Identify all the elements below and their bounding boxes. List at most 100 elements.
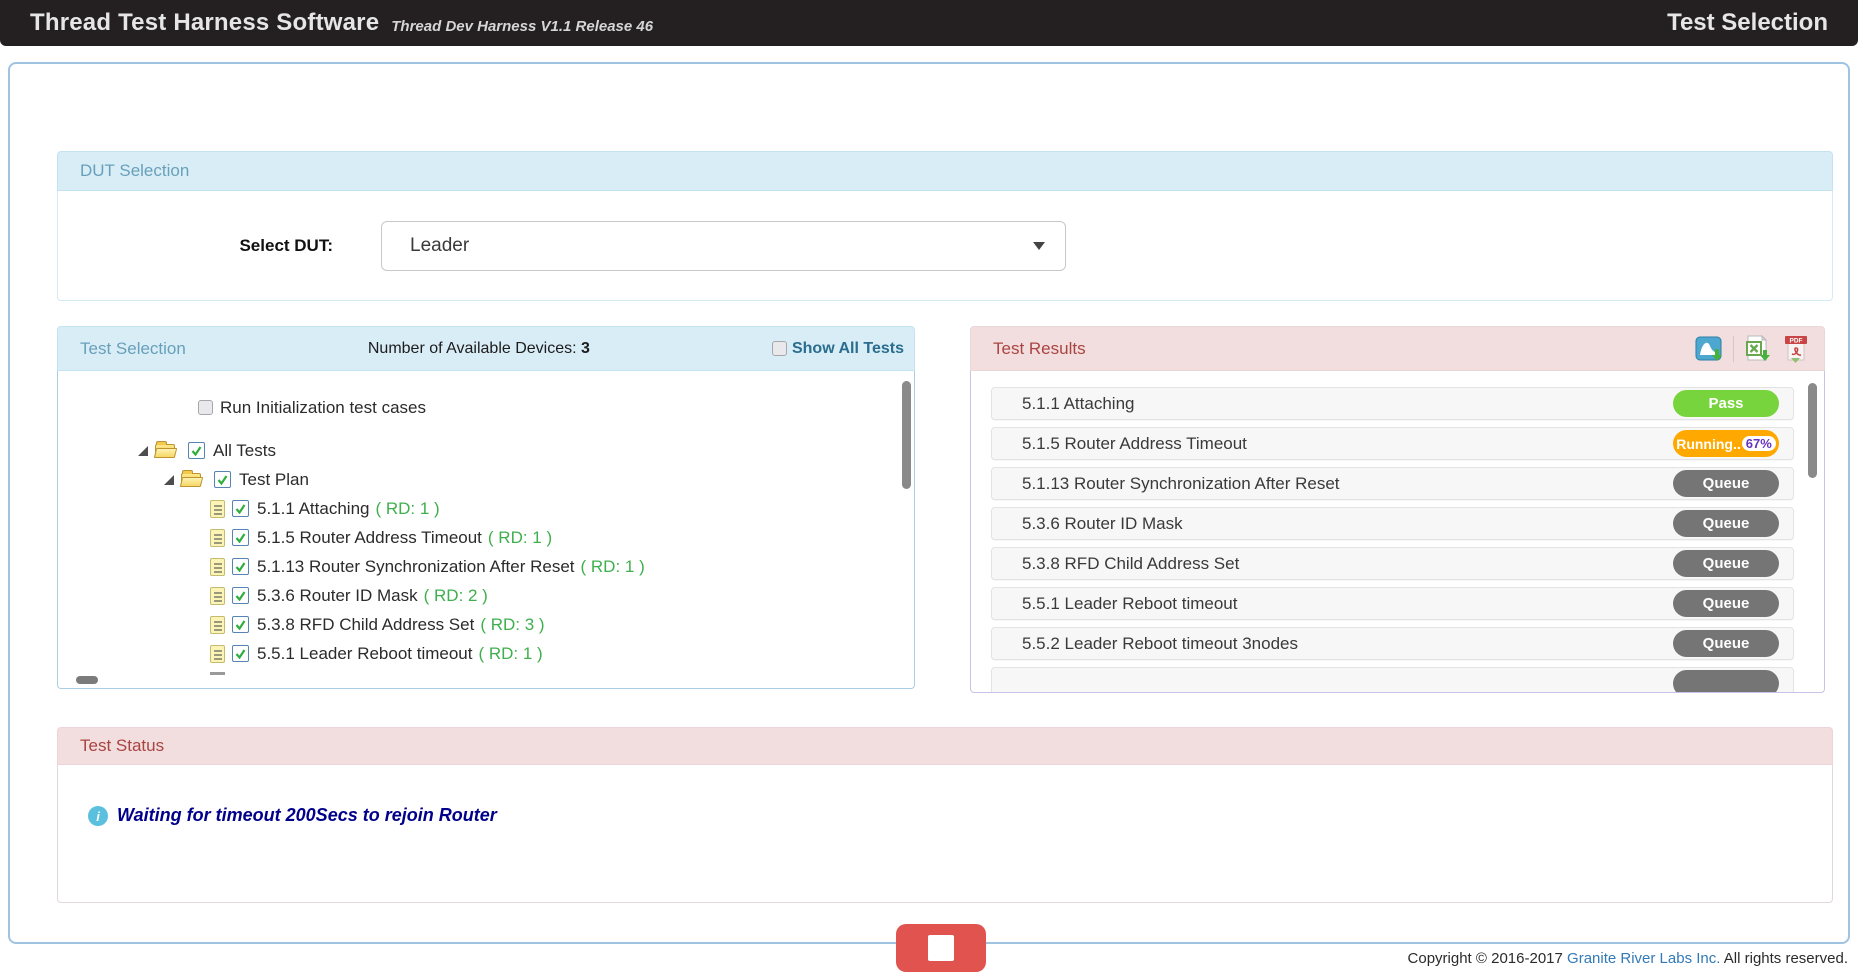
result-test-name: 5.1.5 Router Address Timeout [1022, 433, 1247, 453]
test-status-panel-header: Test Status [57, 727, 1833, 765]
test-status-message: Waiting for timeout 200Secs to rejoin Ro… [117, 805, 497, 825]
app-version: Thread Dev Harness V1.1 Release 46 [391, 17, 654, 35]
test-status-panel: Test Status i Waiting for timeout 200Sec… [57, 727, 1833, 903]
tree-item[interactable]: 5.1.13 Router Synchronization After Rese… [210, 552, 914, 581]
app-header: Thread Test Harness Software Thread Dev … [0, 0, 1858, 46]
result-test-name: 5.1.13 Router Synchronization After Rese… [1022, 473, 1340, 493]
status-badge-queue: Queue [1673, 510, 1779, 537]
toolbar-divider [1733, 335, 1734, 362]
checkbox-unchecked-icon[interactable] [198, 400, 213, 415]
stop-button[interactable] [896, 924, 986, 972]
folder-icon [181, 469, 201, 487]
test-selection-panel-title: Test Selection [80, 338, 186, 358]
results-vertical-scrollbar[interactable] [1808, 383, 1817, 478]
status-badge-partial [1673, 670, 1779, 692]
tree-node-label: All Tests [213, 440, 276, 460]
tree-node-test-plan[interactable]: Test Plan [164, 465, 914, 494]
document-icon [210, 528, 225, 547]
copyright-suffix: All rights reserved. [1720, 950, 1848, 967]
checkbox-checked-icon[interactable] [232, 616, 249, 633]
result-test-name: 5.1.1 Attaching [1022, 393, 1135, 413]
result-test-name: 5.5.2 Leader Reboot timeout 3nodes [1022, 633, 1298, 653]
checkbox-checked-icon[interactable] [232, 645, 249, 662]
document-icon [210, 644, 225, 663]
test-status-panel-body: i Waiting for timeout 200Secs to rejoin … [57, 765, 1833, 903]
dut-select-dropdown[interactable]: Leader [381, 220, 1066, 271]
test-results-toolbar: PDF [1695, 334, 1812, 364]
document-icon [210, 499, 225, 518]
tree-horizontal-scrollbar[interactable] [76, 676, 98, 684]
copyright-prefix: Copyright © 2016-2017 [1407, 950, 1568, 967]
excel-export-icon[interactable] [1742, 334, 1772, 364]
status-badge-running: Running.. 67% [1673, 430, 1779, 457]
dut-selection-panel-title: DUT Selection [80, 161, 190, 180]
test-case-label: 5.1.5 Router Address Timeout [257, 527, 482, 547]
tree-item[interactable]: 5.3.8 RFD Child Address Set( RD: 3 ) [210, 610, 914, 639]
stop-icon [928, 935, 954, 961]
document-icon [210, 615, 225, 634]
result-row[interactable]: 5.3.8 RFD Child Address Set Queue [991, 547, 1794, 580]
test-case-label: 5.5.1 Leader Reboot timeout [257, 643, 473, 663]
result-row[interactable]: 5.5.1 Leader Reboot timeout Queue [991, 587, 1794, 620]
svg-text:PDF: PDF [1790, 337, 1803, 344]
checkbox-checked-icon[interactable] [232, 500, 249, 517]
document-icon [210, 557, 225, 576]
rd-count-label: ( RD: 3 ) [480, 614, 545, 634]
tree-item[interactable]: 5.1.1 Attaching( RD: 1 ) [210, 494, 914, 523]
wireshark-capture-download-icon[interactable] [1695, 334, 1725, 364]
result-row-partial [991, 667, 1794, 692]
progress-percent: 67% [1741, 436, 1776, 451]
result-row[interactable]: 5.1.5 Router Address Timeout Running.. 67% [991, 427, 1794, 460]
status-badge-pass: Pass [1673, 390, 1779, 417]
checkbox-checked-icon[interactable] [232, 587, 249, 604]
available-devices-count: 3 [581, 339, 590, 357]
test-case-label: 5.3.6 Router ID Mask [257, 585, 418, 605]
checkbox-checked-icon[interactable] [214, 471, 231, 488]
checkbox-unchecked-icon[interactable] [771, 341, 787, 356]
test-case-label: 5.1.13 Router Synchronization After Rese… [257, 556, 575, 576]
chevron-down-icon [1033, 241, 1045, 250]
partial-next-item [210, 672, 225, 675]
test-results-panel-body: 5.1.1 Attaching Pass 5.1.5 Router Address … [970, 371, 1825, 693]
status-badge-queue: Queue [1673, 630, 1779, 657]
available-devices-label: Number of Available Devices: [367, 339, 577, 357]
result-row[interactable]: 5.5.2 Leader Reboot timeout 3nodes Queue [991, 627, 1794, 660]
footer-copyright: Copyright © 2016-2017 Granite River Labs… [1408, 950, 1848, 967]
result-row[interactable]: 5.3.6 Router ID Mask Queue [991, 507, 1794, 540]
select-dut-label: Select DUT: [239, 235, 333, 255]
checkbox-checked-icon[interactable] [232, 558, 249, 575]
result-row[interactable]: 5.1.13 Router Synchronization After Rese… [991, 467, 1794, 500]
rd-count-label: ( RD: 1 ) [478, 643, 543, 663]
result-row[interactable]: 5.1.1 Attaching Pass [991, 387, 1794, 420]
company-link[interactable]: Granite River Labs Inc. [1567, 950, 1721, 967]
tree-node-all-tests[interactable]: All Tests [138, 436, 914, 465]
checkbox-checked-icon[interactable] [232, 529, 249, 546]
rd-count-label: ( RD: 2 ) [423, 585, 488, 605]
result-test-name: 5.3.8 RFD Child Address Set [1022, 553, 1240, 573]
test-selection-panel: Test Selection Number of Available Devic… [57, 326, 915, 689]
show-all-tests-label: Show All Tests [791, 339, 904, 357]
tree-item[interactable]: 5.5.1 Leader Reboot timeout( RD: 1 ) [210, 639, 914, 668]
tree-item[interactable]: 5.3.6 Router ID Mask( RD: 2 ) [210, 581, 914, 610]
tree-node-label: Test Plan [239, 469, 309, 489]
tree-vertical-scrollbar[interactable] [902, 381, 911, 489]
test-results-list: 5.1.1 Attaching Pass 5.1.5 Router Address … [991, 387, 1794, 692]
dut-selection-panel-body: Select DUT: Leader [57, 191, 1833, 301]
dut-selection-panel-header: DUT Selection [57, 151, 1833, 191]
run-initialization-checkbox-row[interactable]: Run Initialization test cases [198, 393, 914, 422]
tree-expanded-triangle-icon[interactable] [138, 445, 148, 456]
tree-expanded-triangle-icon[interactable] [164, 474, 174, 485]
document-icon [210, 586, 225, 605]
show-all-tests-toggle[interactable]: Show All Tests [771, 339, 904, 358]
pdf-export-icon[interactable]: PDF [1780, 334, 1812, 364]
test-tree-leaves: 5.1.1 Attaching( RD: 1 ) 5.1.5 Router Add… [106, 494, 914, 668]
status-badge-queue: Queue [1673, 590, 1779, 617]
test-results-panel: Test Results [970, 326, 1825, 693]
rd-count-label: ( RD: 1 ) [375, 498, 440, 518]
rd-count-label: ( RD: 1 ) [580, 556, 645, 576]
current-page-title: Test Selection [1667, 9, 1828, 36]
status-badge-queue: Queue [1673, 470, 1779, 497]
checkbox-checked-icon[interactable] [188, 442, 205, 459]
tree-item[interactable]: 5.1.5 Router Address Timeout( RD: 1 ) [210, 523, 914, 552]
test-case-label: 5.3.8 RFD Child Address Set [257, 614, 475, 634]
